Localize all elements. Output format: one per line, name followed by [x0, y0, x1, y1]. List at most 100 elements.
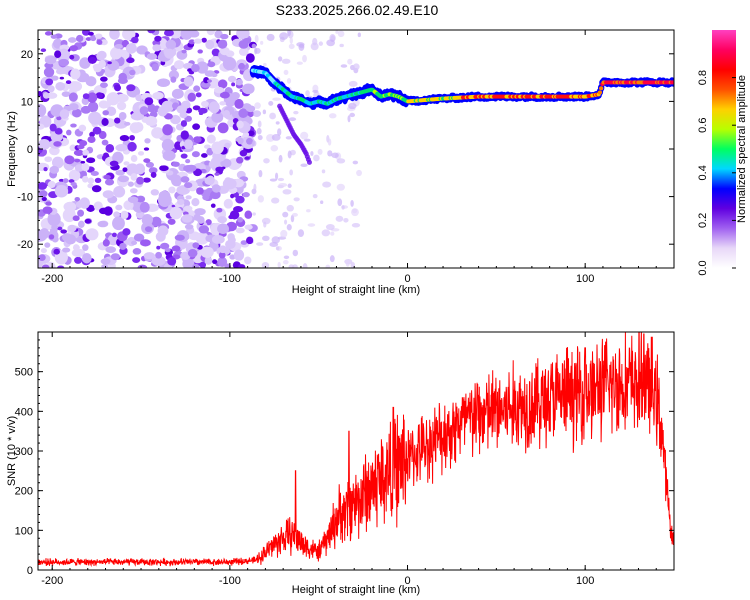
noise-blob	[44, 56, 57, 65]
noise-blob	[49, 165, 60, 174]
noise-blob	[227, 75, 237, 83]
noise-blob	[114, 84, 122, 92]
noise-blob	[136, 176, 145, 185]
noise-blob	[247, 130, 255, 137]
noise-blob	[185, 195, 192, 200]
noise-blob	[102, 239, 110, 247]
noise-blob	[238, 62, 245, 70]
noise-blob	[347, 115, 351, 123]
noise-blob	[45, 201, 52, 206]
noise-blob	[101, 264, 109, 268]
noise-blob	[271, 236, 280, 244]
noise-blob	[313, 154, 320, 162]
noise-blob	[82, 93, 90, 100]
noise-blob	[54, 128, 63, 135]
noise-blob	[217, 216, 227, 224]
noise-blob	[306, 209, 311, 213]
noise-blob	[303, 138, 311, 142]
noise-blob	[193, 136, 202, 143]
y-tick-label: 300	[15, 446, 33, 458]
noise-blob	[254, 102, 261, 109]
noise-blob	[122, 30, 136, 41]
noise-blob	[256, 242, 264, 246]
noise-blob	[352, 160, 359, 165]
noise-blob	[82, 244, 89, 251]
noise-blob	[142, 177, 151, 183]
noise-blob	[296, 42, 305, 47]
y-tick-label: 20	[21, 49, 33, 61]
noise-blob	[65, 80, 72, 85]
noise-blob	[227, 233, 235, 241]
noise-blob	[87, 92, 98, 103]
noise-blob	[38, 123, 45, 130]
noise-blob	[288, 43, 295, 50]
noise-blob	[329, 255, 335, 263]
noise-blob	[62, 178, 69, 184]
noise-blob	[339, 43, 344, 48]
noise-blob	[214, 172, 220, 176]
noise-blob	[207, 61, 216, 68]
noise-blob	[284, 219, 288, 225]
noise-blob	[140, 239, 151, 247]
noise-blob	[139, 201, 150, 213]
trace-branch	[306, 159, 312, 165]
noise-blob	[348, 80, 358, 87]
noise-blob	[43, 166, 48, 172]
noise-blob	[231, 82, 236, 87]
noise-blob	[44, 156, 53, 163]
noise-blob	[130, 36, 139, 44]
noise-blob	[335, 215, 344, 222]
noise-blob	[115, 169, 125, 176]
noise-blob	[217, 79, 228, 89]
noise-blob	[256, 127, 262, 135]
noise-blob	[183, 139, 193, 150]
noise-blob	[194, 208, 206, 216]
noise-blob	[107, 234, 119, 246]
y-tick-label: 500	[15, 367, 33, 379]
noise-blob	[85, 76, 97, 87]
noise-blob	[300, 131, 309, 140]
noise-blob	[204, 256, 213, 265]
noise-blob	[337, 30, 345, 38]
noise-blob	[191, 197, 200, 207]
noise-blob	[150, 189, 159, 196]
noise-blob	[217, 122, 229, 134]
noise-blob	[236, 120, 244, 129]
noise-blob	[59, 109, 70, 119]
noise-blob	[349, 112, 356, 118]
noise-blob	[183, 205, 193, 212]
noise-blob	[211, 141, 224, 155]
noise-blob	[217, 223, 230, 234]
noise-blob	[50, 34, 58, 39]
noise-blob	[293, 197, 300, 202]
noise-blob	[139, 106, 149, 115]
noise-blob	[157, 193, 172, 207]
noise-blob	[262, 109, 267, 115]
noise-blob	[69, 144, 77, 152]
noise-blob	[246, 236, 254, 245]
noise-blob	[238, 47, 249, 56]
x-tick-label: -100	[219, 575, 241, 587]
noise-blob	[135, 94, 143, 102]
noise-blob	[151, 127, 164, 139]
noise-blob	[196, 187, 204, 195]
noise-blob	[327, 150, 333, 157]
noise-blob	[151, 255, 166, 267]
noise-blob	[99, 82, 108, 88]
noise-blob	[79, 59, 89, 69]
noise-blob	[120, 210, 129, 220]
noise-blob	[81, 175, 89, 183]
noise-blob	[72, 244, 80, 251]
noise-blob	[155, 251, 162, 259]
noise-blob	[240, 240, 248, 245]
noise-blob	[269, 178, 277, 182]
noise-blob	[116, 101, 127, 111]
noise-blob	[71, 108, 82, 118]
noise-blob	[222, 177, 237, 190]
noise-blob	[157, 106, 168, 117]
noise-blob	[172, 161, 180, 167]
noise-blob	[237, 137, 244, 145]
noise-blob	[80, 105, 91, 114]
noise-blob	[71, 172, 80, 181]
noise-blob	[302, 263, 308, 268]
